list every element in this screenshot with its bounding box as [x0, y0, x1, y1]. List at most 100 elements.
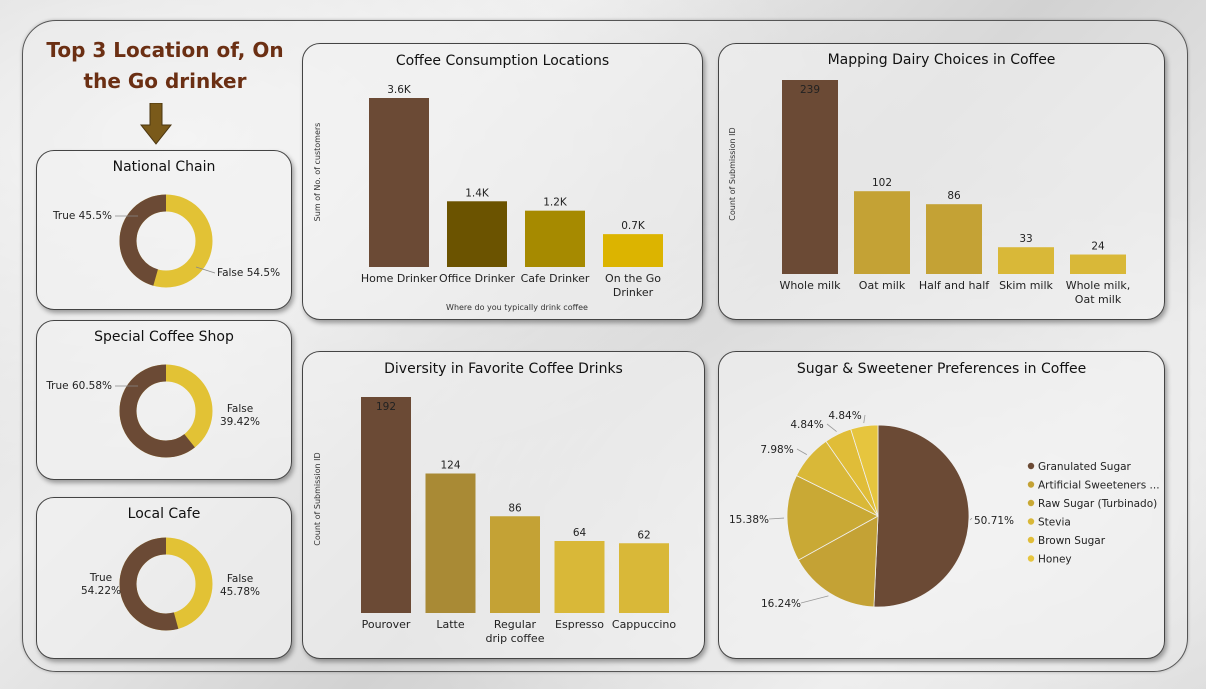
leader-line	[863, 414, 866, 424]
data-label: 3.6K	[387, 84, 412, 96]
panel-dairy-choices: Mapping Dairy Choices in Coffee 239 Whole…	[718, 43, 1165, 320]
bar	[369, 98, 429, 267]
donut-label-true: True 45.5%	[52, 210, 112, 222]
y-axis-label: Count of Submission ID	[728, 127, 737, 220]
down-arrow-icon	[140, 103, 172, 145]
donut-label-false: 45.78%	[220, 586, 260, 598]
category-label: Home Drinker	[361, 272, 438, 285]
leader-line	[195, 266, 216, 274]
donut-panel-national-chain: National Chain True 45.5% False 54.5%	[36, 150, 292, 310]
bar	[603, 234, 663, 267]
chart-title: Diversity in Favorite Coffee Drinks	[384, 361, 623, 377]
bar	[425, 473, 476, 613]
category-label: Whole milk,	[1066, 279, 1131, 292]
donut-slice-true	[119, 537, 213, 631]
data-label: 33	[1019, 233, 1032, 245]
slice-label: 16.24%	[761, 598, 801, 610]
data-label: 102	[872, 177, 892, 189]
x-axis-label: Where do you typically drink coffee	[446, 303, 588, 312]
leader-line	[800, 595, 829, 604]
legend-label: Stevia	[1038, 517, 1071, 529]
slice-label: 50.71%	[974, 515, 1014, 527]
category-label: drip coffee	[486, 632, 545, 645]
bar	[926, 204, 982, 274]
legend-marker	[1027, 481, 1035, 488]
donut-chart-national-chain[interactable]: True 45.5% False 54.5%	[37, 151, 291, 309]
chart-title: Mapping Dairy Choices in Coffee	[827, 52, 1056, 68]
headline: Top 3 Location of, On the Go drinker	[46, 38, 284, 93]
legend-marker	[1027, 462, 1035, 470]
panel-sweetener-preferences: Sugar & Sweetener Preferences in Coffee …	[718, 351, 1165, 659]
panel-title: Local Cafe	[127, 506, 201, 522]
pie-slice	[786, 474, 879, 561]
leader-line	[796, 448, 808, 455]
category-label: Whole milk	[779, 279, 841, 292]
legend-marker	[1027, 536, 1035, 544]
chart-title: Coffee Consumption Locations	[395, 53, 610, 69]
category-label: Drinker	[613, 286, 654, 299]
legend-label: Raw Sugar (Turbinado)	[1038, 498, 1157, 510]
data-label: 86	[947, 190, 961, 202]
panel-title: National Chain	[112, 159, 216, 175]
bar	[554, 541, 605, 613]
donut-label-true: True 60.58%	[45, 380, 112, 392]
legend-marker	[1027, 555, 1035, 562]
category-label: On the Go	[605, 272, 661, 285]
panel-coffee-consumption-locations: Coffee Consumption Locations 3.6K Home Dr…	[302, 43, 703, 320]
category-label: Pourover	[362, 618, 411, 631]
data-label: 124	[440, 460, 460, 472]
data-label: 62	[637, 529, 650, 541]
legend-label: Honey	[1038, 554, 1072, 566]
category-label: Half and half	[919, 279, 990, 292]
slice-label: 15.38%	[729, 514, 769, 526]
category-label: Skim milk	[999, 279, 1053, 292]
bar	[490, 516, 540, 613]
donut-panel-local-cafe: Local Cafe True 54.22% False 45.78%	[36, 497, 292, 659]
pie-slice	[850, 424, 879, 517]
data-label: 1.4K	[465, 187, 490, 199]
bar	[525, 210, 585, 267]
legend-label: Granulated Sugar	[1038, 461, 1132, 473]
donut-slice-true	[119, 364, 213, 458]
leader-line	[768, 517, 785, 520]
chart-title: Sugar & Sweetener Preferences in Coffee	[796, 361, 1087, 377]
slice-label: 4.84%	[828, 410, 861, 422]
donut-panel-special-coffee-shop: Special Coffee Shop True 60.58% False 39.4…	[36, 320, 292, 480]
bar	[361, 397, 411, 613]
panel-favorite-drinks: Diversity in Favorite Coffee Drinks 192 P…	[302, 351, 705, 659]
donut-label-false: False	[227, 403, 253, 415]
pie-chart-sweeteners[interactable]: 50.71% 16.24% 15.38% 7.98% 4.84% 4.84% Granula…	[719, 352, 1164, 658]
pie-slice	[873, 424, 970, 608]
y-axis-label: Sum of No. of customers	[313, 123, 322, 222]
donut-label-false: 39.42%	[220, 416, 260, 428]
leader-line	[826, 423, 837, 432]
legend-marker	[1027, 499, 1035, 507]
bar-chart-dairy-choices[interactable]: 239 Whole milk 102 Oat milk 86 Half and half 3…	[719, 44, 1164, 319]
bar	[447, 201, 507, 267]
bar	[1070, 254, 1126, 274]
data-label: 192	[376, 401, 396, 413]
donut-label-false: False	[227, 573, 253, 585]
bar	[854, 191, 910, 274]
slice-label: 4.84%	[790, 419, 823, 431]
donut-label-true: True	[89, 572, 112, 584]
pie-slice	[797, 515, 879, 608]
data-label: 86	[508, 502, 522, 514]
category-label: Oat milk	[1075, 293, 1122, 306]
data-label: 64	[573, 527, 587, 539]
donut-label-true: 54.22%	[81, 585, 121, 597]
data-label: 0.7K	[621, 220, 646, 232]
data-label: 1.2K	[543, 197, 568, 209]
leader-line	[969, 517, 973, 521]
legend-label: Artificial Sweeteners ...	[1038, 480, 1160, 492]
y-axis-label: Count of Submission ID	[313, 452, 322, 545]
bar-chart-consumption-locations[interactable]: 3.6K Home Drinker 1.4K Office Drinker 1.2K Ca…	[303, 44, 702, 319]
category-label: Cafe Drinker	[521, 272, 590, 285]
bar	[998, 247, 1054, 274]
donut-slice-true	[119, 194, 213, 288]
panel-title: Special Coffee Shop	[94, 329, 234, 345]
data-label: 24	[1091, 241, 1105, 253]
